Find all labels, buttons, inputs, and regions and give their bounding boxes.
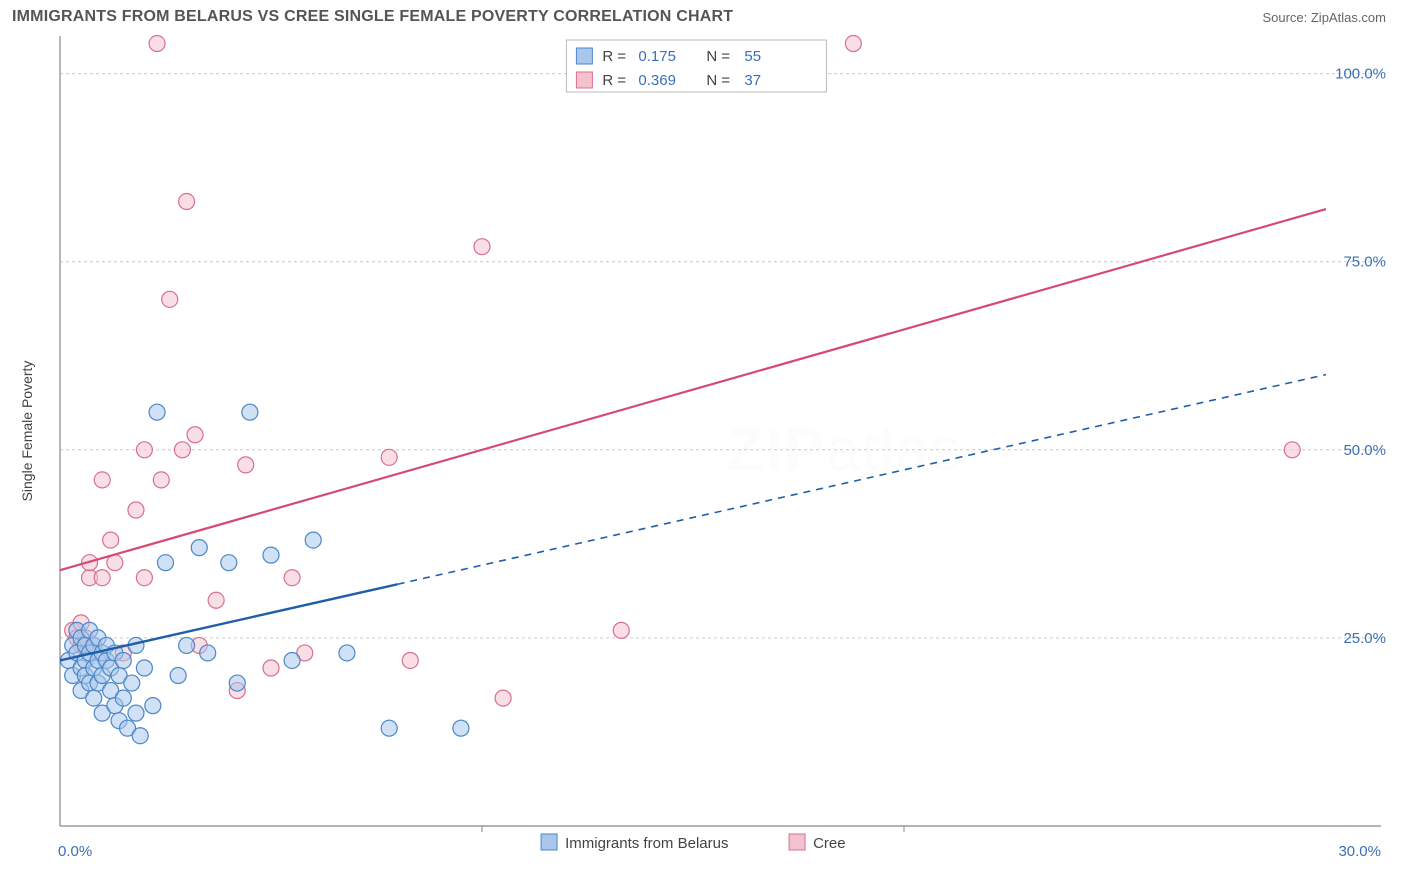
data-point xyxy=(221,555,237,571)
data-point xyxy=(208,592,224,608)
legend-label: Cree xyxy=(813,835,846,852)
data-point xyxy=(136,442,152,458)
data-point xyxy=(115,690,131,706)
data-point xyxy=(263,547,279,563)
data-point xyxy=(94,570,110,586)
data-point xyxy=(136,660,152,676)
svg-text:N =: N = xyxy=(706,48,730,65)
chart-header: IMMIGRANTS FROM BELARUS VS CREE SINGLE F… xyxy=(0,0,1406,30)
data-point xyxy=(845,36,861,52)
data-point xyxy=(402,652,418,668)
stats-swatch xyxy=(576,72,592,88)
data-point xyxy=(153,472,169,488)
data-point xyxy=(115,652,131,668)
data-point xyxy=(149,36,165,52)
data-point xyxy=(86,690,102,706)
chart-source: Source: ZipAtlas.com xyxy=(1262,10,1386,25)
data-point xyxy=(381,449,397,465)
data-point xyxy=(305,532,321,548)
data-point xyxy=(453,720,469,736)
data-point xyxy=(124,675,140,691)
data-point xyxy=(132,728,148,744)
data-point xyxy=(200,645,216,661)
svg-text:0.369: 0.369 xyxy=(638,72,676,89)
data-point xyxy=(136,570,152,586)
series-b-points xyxy=(65,36,1301,707)
legend-swatch xyxy=(541,834,557,850)
y-axis-title: Single Female Poverty xyxy=(19,361,35,502)
data-point xyxy=(381,720,397,736)
svg-text:37: 37 xyxy=(744,72,761,89)
scatter-chart-svg: 25.0% 50.0% 75.0% 100.0% ZIPatlas 0.0% 30.0% Si… xyxy=(10,30,1396,882)
data-point xyxy=(179,637,195,653)
stats-swatch xyxy=(576,48,592,64)
legend-swatch xyxy=(789,834,805,850)
data-point xyxy=(495,690,511,706)
svg-text:55: 55 xyxy=(744,48,761,65)
data-point xyxy=(170,668,186,684)
chart-title: IMMIGRANTS FROM BELARUS VS CREE SINGLE F… xyxy=(12,8,733,26)
data-point xyxy=(613,622,629,638)
data-point xyxy=(158,555,174,571)
svg-text:R =: R = xyxy=(602,72,626,89)
svg-text:100.0%: 100.0% xyxy=(1335,66,1386,83)
data-point xyxy=(474,239,490,255)
trend-line-b xyxy=(60,209,1326,570)
data-point xyxy=(229,675,245,691)
legend-label: Immigrants from Belarus xyxy=(565,835,728,852)
data-point xyxy=(128,705,144,721)
data-point xyxy=(162,291,178,307)
source-name: ZipAtlas.com xyxy=(1311,10,1386,25)
data-point xyxy=(174,442,190,458)
series-a-points xyxy=(60,404,468,744)
data-point xyxy=(179,194,195,210)
data-point xyxy=(339,645,355,661)
data-point xyxy=(103,532,119,548)
svg-text:N =: N = xyxy=(706,72,730,89)
svg-text:30.0%: 30.0% xyxy=(1338,843,1381,860)
data-point xyxy=(1284,442,1300,458)
data-point xyxy=(145,698,161,714)
data-point xyxy=(238,457,254,473)
svg-text:0.0%: 0.0% xyxy=(58,843,92,860)
data-point xyxy=(128,502,144,518)
data-point xyxy=(242,404,258,420)
data-point xyxy=(284,570,300,586)
data-point xyxy=(284,652,300,668)
svg-text:R =: R = xyxy=(602,48,626,65)
data-point xyxy=(263,660,279,676)
data-point xyxy=(94,472,110,488)
data-point xyxy=(187,427,203,443)
chart-area: 25.0% 50.0% 75.0% 100.0% ZIPatlas 0.0% 30.0% Si… xyxy=(10,30,1396,882)
source-label: Source: xyxy=(1262,10,1310,25)
svg-text:25.0%: 25.0% xyxy=(1343,630,1386,647)
svg-text:75.0%: 75.0% xyxy=(1343,254,1386,271)
data-point xyxy=(149,404,165,420)
svg-text:50.0%: 50.0% xyxy=(1343,442,1386,459)
data-point xyxy=(191,540,207,556)
svg-text:0.175: 0.175 xyxy=(638,48,676,65)
watermark: ZIPatlas xyxy=(727,416,963,483)
